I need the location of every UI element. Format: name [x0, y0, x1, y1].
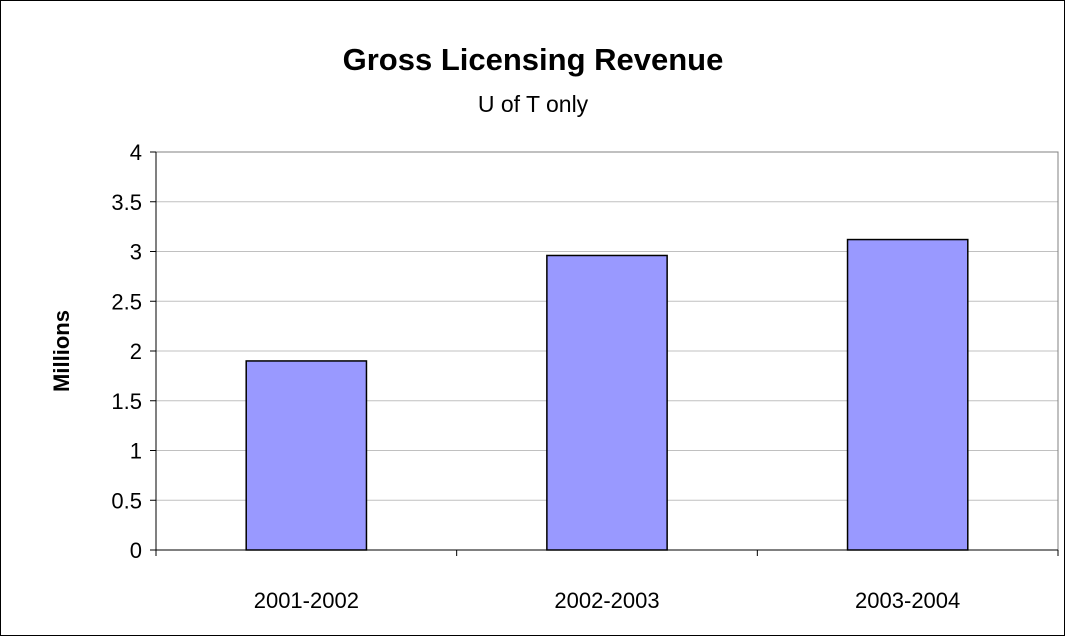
y-tick-label: 0	[130, 538, 142, 563]
y-tick-label: 1.5	[111, 389, 142, 414]
bar	[846, 238, 969, 551]
y-tick-label: 1	[130, 439, 142, 464]
axes	[150, 151, 1059, 556]
bars	[245, 238, 969, 551]
x-category-label: 2001-2002	[254, 588, 359, 613]
y-axis-label: Millions	[49, 310, 74, 392]
x-category-label: 2002-2003	[554, 588, 659, 613]
x-category-label: 2003-2004	[855, 588, 960, 613]
bar	[245, 360, 368, 551]
bar	[546, 254, 668, 551]
y-tick-label: 2.5	[111, 289, 142, 314]
chart-subtitle: U of T only	[478, 91, 589, 117]
y-tick-label: 3	[130, 240, 142, 265]
chart-title: Gross Licensing Revenue	[343, 42, 724, 77]
x-category-labels: 2001-2002 2002-2003 2003-2004	[254, 588, 961, 613]
y-tick-labels: 0 0.5 1 1.5 2 2.5 3 3.5 4	[111, 140, 142, 563]
y-tick-label: 2	[130, 339, 142, 364]
y-tick-label: 4	[130, 140, 142, 165]
y-tick-label: 0.5	[111, 488, 142, 513]
y-tick-label: 3.5	[111, 190, 142, 215]
